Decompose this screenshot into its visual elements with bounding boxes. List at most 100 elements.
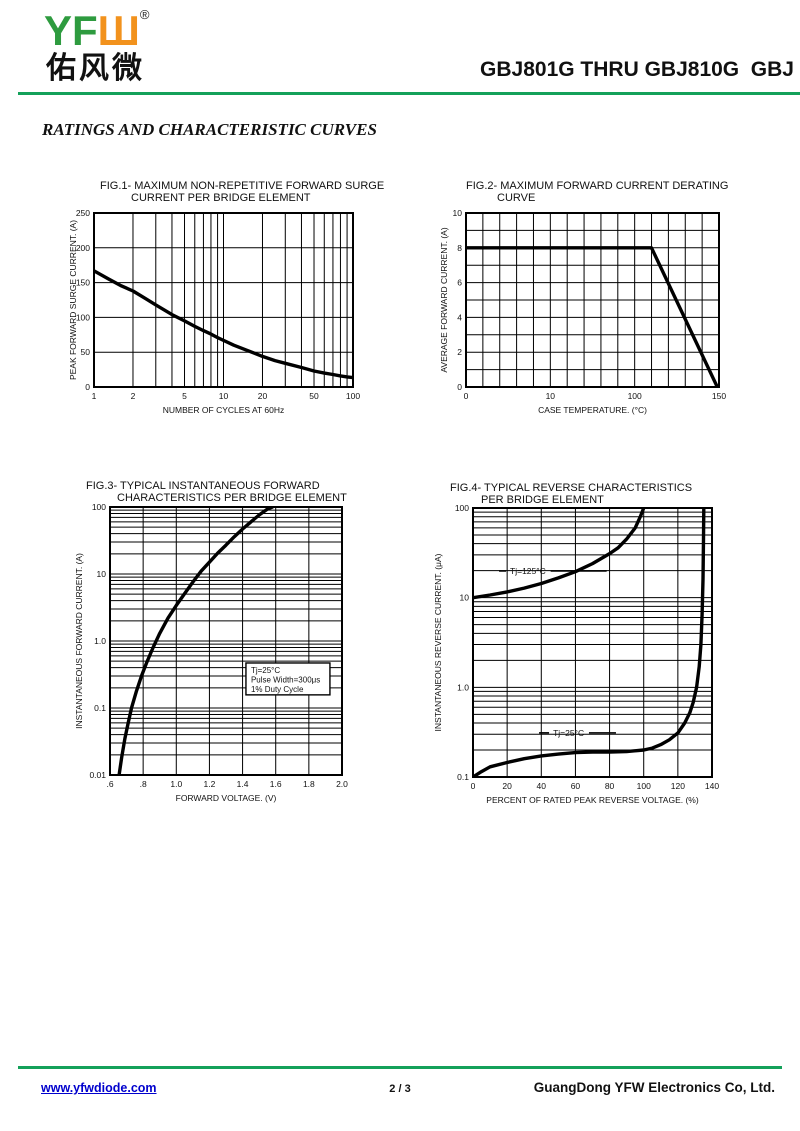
f2-y-axis-title: AVERAGE FORWARD CURRENT. (A) xyxy=(439,227,449,372)
f2-x-axis-title: CASE TEMPERATURE. (°C) xyxy=(538,405,647,415)
svg-text:4: 4 xyxy=(457,312,462,322)
svg-text:10: 10 xyxy=(97,569,107,579)
fig2-title: FIG.2- MAXIMUM FORWARD CURRENT DERATING C… xyxy=(466,180,728,204)
svg-text:50: 50 xyxy=(309,391,319,401)
fig4-title: FIG.4- TYPICAL REVERSE CHARACTERISTICS PE… xyxy=(450,482,692,506)
svg-text:140: 140 xyxy=(705,781,719,791)
section-title: RATINGS AND CHARACTERISTIC CURVES xyxy=(42,120,377,139)
svg-text:50: 50 xyxy=(81,347,91,357)
f3-conditions-line: Pulse Width=300μs xyxy=(251,675,320,684)
svg-text:0.1: 0.1 xyxy=(457,772,469,782)
svg-text:10: 10 xyxy=(453,208,463,218)
svg-text:0.1: 0.1 xyxy=(94,703,106,713)
fig3-plot: .6 .8 1.0 1.2 1.4 1.6 1.8 2.0 0.01 0.1 1.0 10 100 FOR… xyxy=(74,502,348,803)
svg-text:80: 80 xyxy=(605,781,615,791)
svg-text:0: 0 xyxy=(85,382,90,392)
svg-text:0: 0 xyxy=(471,781,476,791)
yfw-logo: YFШ® xyxy=(44,8,149,52)
svg-text:10: 10 xyxy=(546,391,556,401)
svg-text:0: 0 xyxy=(464,391,469,401)
svg-text:2.0: 2.0 xyxy=(336,779,348,789)
svg-text:1: 1 xyxy=(92,391,97,401)
registered-trademark-icon: ® xyxy=(139,7,150,22)
logo-w-mark: Ш xyxy=(97,7,140,54)
page-number: 2 / 3 xyxy=(389,1083,411,1095)
svg-text:60: 60 xyxy=(571,781,581,791)
svg-text:8: 8 xyxy=(457,243,462,253)
svg-text:20: 20 xyxy=(502,781,512,791)
svg-text:100: 100 xyxy=(346,391,360,401)
fig1-plot: 1 2 5 10 20 50 100 0 50 100 150 200 250 NUMBER OF CYC… xyxy=(68,208,360,415)
website-link[interactable]: www.yfwdiode.com xyxy=(41,1081,157,1095)
svg-text:1.0: 1.0 xyxy=(457,682,469,692)
footer-divider xyxy=(18,1066,782,1069)
svg-text:100: 100 xyxy=(637,781,651,791)
svg-text:100: 100 xyxy=(92,502,106,512)
svg-text:10: 10 xyxy=(219,391,229,401)
svg-text:.8: .8 xyxy=(140,779,147,789)
svg-text:6: 6 xyxy=(457,278,462,288)
svg-text:10: 10 xyxy=(460,593,470,603)
fig3-container: FIG.3- TYPICAL INSTANTANEOUS FORWARD CHAR… xyxy=(60,480,400,820)
svg-text:1.0: 1.0 xyxy=(170,779,182,789)
fig2-plot: 0 10 100 150 0 2 4 6 8 10 CASE TEMPERATURE. (°C) AV… xyxy=(439,208,726,415)
fig4-plot: 0 20 40 60 80 100 120 140 0.1 1.0 10 100 PERCENT OF … xyxy=(433,503,719,805)
svg-text:1.2: 1.2 xyxy=(204,779,216,789)
fig4-title-line2: PER BRIDGE ELEMENT xyxy=(481,494,604,506)
svg-text:100: 100 xyxy=(76,312,90,322)
f2-curve-derating xyxy=(466,246,719,387)
svg-text:40: 40 xyxy=(537,781,547,791)
f4-series-label: Tj=125°C xyxy=(510,566,546,576)
part-number-title: GBJ801G THRU GBJ810G GBJ xyxy=(480,58,794,81)
fig2-container: FIG.2- MAXIMUM FORWARD CURRENT DERATING C… xyxy=(430,178,760,433)
header-divider xyxy=(18,92,800,95)
svg-text:0: 0 xyxy=(457,382,462,392)
fig4-title-line1: FIG.4- TYPICAL REVERSE CHARACTERISTICS xyxy=(450,482,693,494)
svg-text:2: 2 xyxy=(457,347,462,357)
svg-text:100: 100 xyxy=(455,503,469,513)
fig1-title-line2: CURRENT PER BRIDGE ELEMENT xyxy=(131,192,311,204)
fig2-title-line1: FIG.2- MAXIMUM FORWARD CURRENT DERATING xyxy=(466,180,729,192)
f4-curve-Tj=25C xyxy=(473,508,706,777)
f1-curve-surge-current xyxy=(94,269,353,380)
svg-text:20: 20 xyxy=(258,391,268,401)
svg-text:.6: .6 xyxy=(106,779,113,789)
svg-text:0.01: 0.01 xyxy=(89,770,106,780)
f3-y-axis-title: INSTANTANEOUS FORWARD CURRENT. (A) xyxy=(74,553,84,729)
svg-text:250: 250 xyxy=(76,208,90,218)
f4-y-axis-title: INSTANTANEOUS REVERSE CURRENT. (μA) xyxy=(433,553,443,731)
svg-text:1.8: 1.8 xyxy=(303,779,315,789)
company-name: GuangDong YFW Electronics Co, Ltd. xyxy=(533,1080,775,1095)
svg-text:1.6: 1.6 xyxy=(270,779,282,789)
f4-series-label: Tj=25°C xyxy=(553,728,584,738)
fig3-title-line1: FIG.3- TYPICAL INSTANTANEOUS FORWARD xyxy=(86,480,320,492)
svg-text:1.4: 1.4 xyxy=(237,779,249,789)
fig2-title-line2: CURVE xyxy=(497,192,536,204)
f3-x-axis-title: FORWARD VOLTAGE. (V) xyxy=(176,793,277,803)
f3-conditions-box xyxy=(245,662,331,696)
f3-conditions-line: 1% Duty Cycle xyxy=(251,685,304,694)
svg-text:5: 5 xyxy=(182,391,187,401)
f1-x-axis-title: NUMBER OF CYCLES AT 60Hz xyxy=(163,405,285,415)
svg-text:1.0: 1.0 xyxy=(94,636,106,646)
svg-text:150: 150 xyxy=(76,278,90,288)
svg-text:200: 200 xyxy=(76,243,90,253)
fig3-title-line2: CHARACTERISTICS PER BRIDGE ELEMENT xyxy=(117,492,347,504)
svg-text:100: 100 xyxy=(628,391,642,401)
f4-curve-Tj=125C xyxy=(473,508,646,600)
f4-x-axis-title: PERCENT OF RATED PEAK REVERSE VOLTAGE. (… xyxy=(486,795,699,805)
logo-text-yf: YF xyxy=(44,7,98,54)
fig3-title: FIG.3- TYPICAL INSTANTANEOUS FORWARD CHAR… xyxy=(86,480,347,504)
f3-curve-forward-characteristic xyxy=(117,507,275,775)
svg-text:120: 120 xyxy=(671,781,685,791)
fig1-title: FIG.1- MAXIMUM NON-REPETITIVE FORWARD SU… xyxy=(100,180,384,204)
fig1-title-line1: FIG.1- MAXIMUM NON-REPETITIVE FORWARD SU… xyxy=(100,180,385,192)
fig4-container: FIG.4- TYPICAL REVERSE CHARACTERISTICS PE… xyxy=(420,480,770,820)
svg-text:2: 2 xyxy=(131,391,136,401)
f3-conditions-line: Tj=25°C xyxy=(251,666,280,675)
fig1-container: FIG.1- MAXIMUM NON-REPETITIVE FORWARD SU… xyxy=(60,178,395,433)
f1-y-axis-title: PEAK FORWARD SURGE CURRENT. (A) xyxy=(68,220,78,380)
logo-chinese-name: 佑风微 xyxy=(46,52,145,85)
svg-text:150: 150 xyxy=(712,391,726,401)
